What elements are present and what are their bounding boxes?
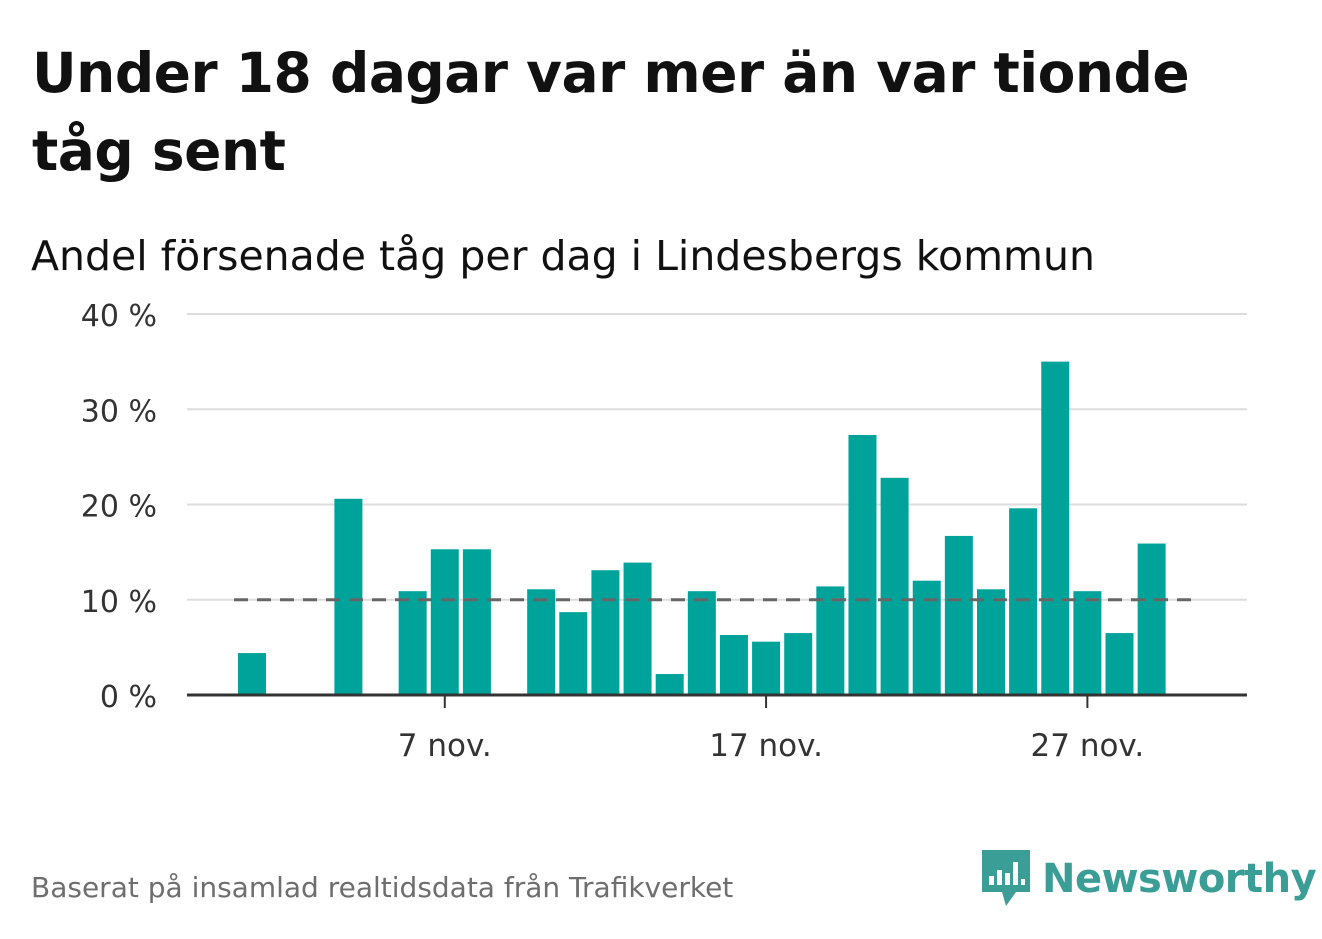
bar bbox=[398, 591, 427, 695]
x-tick-label: 27 nov. bbox=[1031, 728, 1145, 764]
bar bbox=[1105, 633, 1134, 695]
bar bbox=[816, 586, 845, 695]
bar bbox=[527, 589, 556, 695]
y-tick-label: 40 % bbox=[81, 299, 157, 334]
bar bbox=[462, 549, 491, 695]
bar bbox=[1073, 591, 1102, 695]
bar bbox=[752, 641, 781, 695]
bar bbox=[1009, 508, 1038, 695]
bar bbox=[784, 633, 813, 695]
y-tick-label: 30 % bbox=[81, 394, 157, 429]
bar bbox=[880, 477, 909, 695]
x-tick-label: 17 nov. bbox=[709, 728, 823, 764]
y-tick-label: 20 % bbox=[81, 490, 157, 525]
bar bbox=[1041, 361, 1070, 695]
bar bbox=[238, 653, 266, 695]
bar bbox=[719, 634, 748, 695]
bar bbox=[944, 535, 973, 695]
bar bbox=[1137, 543, 1166, 695]
x-tick-label: 7 nov. bbox=[398, 728, 492, 764]
bar bbox=[559, 612, 588, 695]
bar bbox=[334, 498, 363, 695]
chart-subtitle: Andel försenade tåg per dag i Lindesberg… bbox=[31, 232, 1095, 280]
bar bbox=[976, 589, 1005, 695]
bar bbox=[623, 562, 652, 695]
brand-name: Newsworthy bbox=[1042, 856, 1317, 902]
brand-logo: Newsworthy bbox=[980, 848, 1317, 910]
bar bbox=[430, 549, 459, 695]
bar bbox=[848, 434, 877, 695]
chart-title: Under 18 dagar var mer än var tionde tåg… bbox=[32, 41, 1190, 183]
bar bbox=[655, 674, 684, 695]
bar bbox=[687, 591, 716, 695]
bar bbox=[591, 570, 620, 695]
bar bbox=[912, 580, 941, 695]
source-note: Baserat på insamlad realtidsdata från Tr… bbox=[31, 871, 734, 904]
newsworthy-logo-icon bbox=[982, 850, 1030, 906]
y-tick-label: 10 % bbox=[81, 585, 157, 620]
y-tick-label: 0 % bbox=[100, 680, 157, 715]
